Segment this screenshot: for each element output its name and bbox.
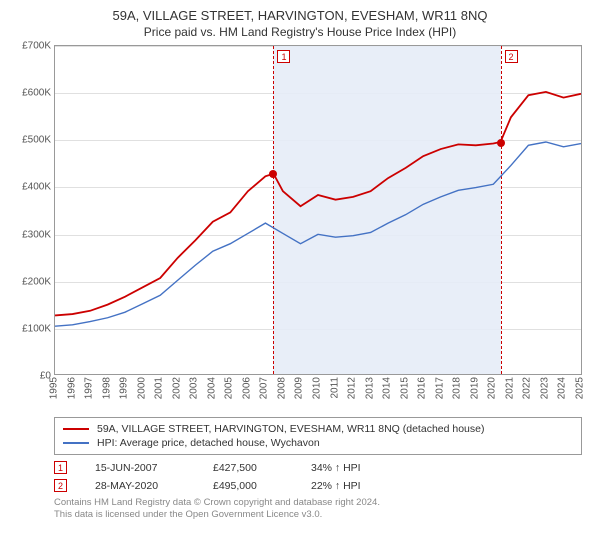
- x-tick-label: 2000: [136, 377, 147, 399]
- x-tick-label: 2025: [575, 377, 586, 399]
- sale-marker-1: 1: [54, 461, 67, 474]
- x-tick-label: 2007: [259, 377, 270, 399]
- legend-item-property: 59A, VILLAGE STREET, HARVINGTON, EVESHAM…: [63, 422, 573, 436]
- x-tick-label: 2013: [364, 377, 375, 399]
- sale-dot: [269, 170, 277, 178]
- x-tick-label: 1997: [84, 377, 95, 399]
- x-tick-label: 2015: [399, 377, 410, 399]
- sale-dot: [497, 139, 505, 147]
- legend-swatch-1: [63, 428, 89, 430]
- x-tick-label: 1995: [49, 377, 60, 399]
- x-tick-label: 2012: [347, 377, 358, 399]
- legend: 59A, VILLAGE STREET, HARVINGTON, EVESHAM…: [54, 417, 582, 455]
- footer-attribution: Contains HM Land Registry data © Crown c…: [54, 497, 588, 522]
- series-property: [55, 92, 581, 316]
- sale-row-1: 1 15-JUN-2007 £427,500 34% ↑ HPI: [54, 461, 582, 474]
- chart-marker-1: 1: [277, 50, 290, 63]
- footer-line-1: Contains HM Land Registry data © Crown c…: [54, 497, 588, 509]
- y-tick-label: £600K: [22, 88, 51, 99]
- x-tick-label: 2019: [469, 377, 480, 399]
- sale-delta-2: 22% ↑ HPI: [311, 480, 361, 492]
- x-tick-label: 2018: [452, 377, 463, 399]
- x-tick-label: 2022: [522, 377, 533, 399]
- series-hpi: [55, 142, 581, 326]
- x-tick-label: 2024: [557, 377, 568, 399]
- y-tick-label: £700K: [22, 41, 51, 52]
- sales-table: 1 15-JUN-2007 £427,500 34% ↑ HPI 2 28-MA…: [54, 461, 582, 492]
- y-tick-label: £500K: [22, 135, 51, 146]
- sale-date-2: 28-MAY-2020: [95, 480, 185, 492]
- x-axis-labels: 1995199619971998199920002001200220032004…: [54, 375, 582, 415]
- x-tick-label: 2017: [434, 377, 445, 399]
- x-tick-label: 2010: [312, 377, 323, 399]
- footer-line-2: This data is licensed under the Open Gov…: [54, 509, 588, 521]
- x-tick-label: 2023: [539, 377, 550, 399]
- x-tick-label: 1996: [66, 377, 77, 399]
- sale-marker-2: 2: [54, 479, 67, 492]
- legend-item-hpi: HPI: Average price, detached house, Wych…: [63, 436, 573, 450]
- x-tick-label: 2008: [276, 377, 287, 399]
- sale-price-1: £427,500: [213, 462, 283, 474]
- x-tick-label: 2006: [241, 377, 252, 399]
- plot-region: £0£100K£200K£300K£400K£500K£600K£700K12: [54, 45, 582, 375]
- x-tick-label: 2009: [294, 377, 305, 399]
- x-tick-label: 1999: [119, 377, 130, 399]
- y-tick-label: £200K: [22, 276, 51, 287]
- chart-marker-2: 2: [505, 50, 518, 63]
- x-tick-label: 2003: [189, 377, 200, 399]
- x-tick-label: 2002: [171, 377, 182, 399]
- y-tick-label: £300K: [22, 229, 51, 240]
- chart-subtitle: Price paid vs. HM Land Registry's House …: [12, 25, 588, 39]
- legend-label-1: 59A, VILLAGE STREET, HARVINGTON, EVESHAM…: [97, 423, 484, 435]
- y-tick-label: £100K: [22, 323, 51, 334]
- x-tick-label: 2016: [417, 377, 428, 399]
- y-tick-label: £400K: [22, 182, 51, 193]
- chart-title: 59A, VILLAGE STREET, HARVINGTON, EVESHAM…: [12, 8, 588, 23]
- x-tick-label: 1998: [101, 377, 112, 399]
- sale-price-2: £495,000: [213, 480, 283, 492]
- legend-label-2: HPI: Average price, detached house, Wych…: [97, 437, 320, 449]
- x-tick-label: 2014: [382, 377, 393, 399]
- sale-date-1: 15-JUN-2007: [95, 462, 185, 474]
- chart-area: £0£100K£200K£300K£400K£500K£600K£700K12 …: [54, 45, 582, 415]
- x-tick-label: 2001: [154, 377, 165, 399]
- sale-row-2: 2 28-MAY-2020 £495,000 22% ↑ HPI: [54, 479, 582, 492]
- x-tick-label: 2021: [504, 377, 515, 399]
- legend-swatch-2: [63, 442, 89, 444]
- x-tick-label: 2011: [329, 377, 340, 399]
- sale-delta-1: 34% ↑ HPI: [311, 462, 361, 474]
- x-tick-label: 2005: [224, 377, 235, 399]
- x-tick-label: 2020: [487, 377, 498, 399]
- x-tick-label: 2004: [206, 377, 217, 399]
